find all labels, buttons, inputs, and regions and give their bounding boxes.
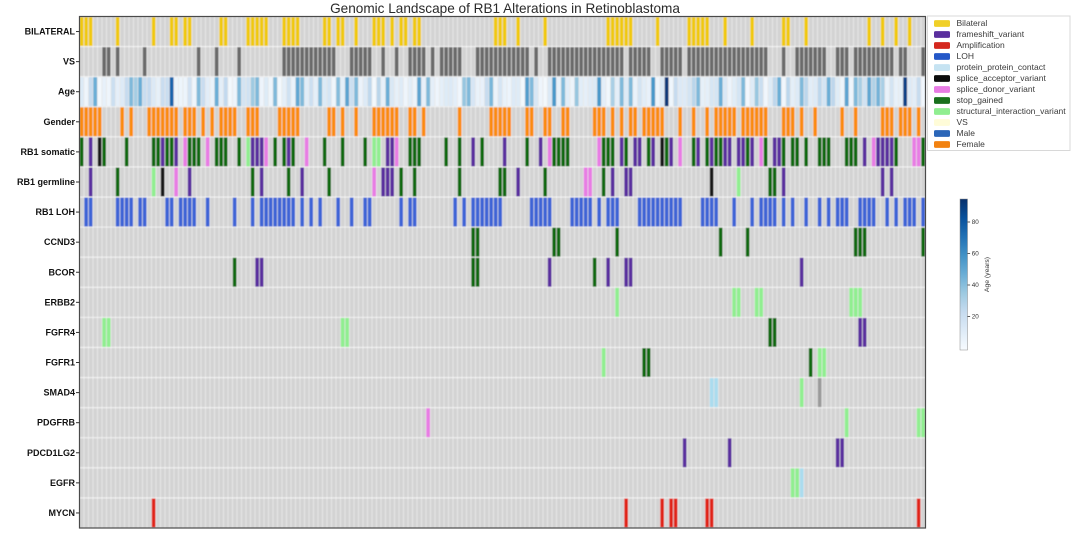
svg-text:Age: Age <box>58 87 75 97</box>
svg-text:VS: VS <box>957 117 969 127</box>
svg-text:BCOR: BCOR <box>49 267 76 277</box>
svg-text:LOH: LOH <box>957 51 974 61</box>
svg-text:frameshift_variant: frameshift_variant <box>957 29 1025 39</box>
svg-text:FGFR4: FGFR4 <box>45 327 75 337</box>
svg-text:CCND3: CCND3 <box>44 237 75 247</box>
svg-text:Amplification: Amplification <box>957 40 1005 50</box>
svg-text:Genomic Landscape of RB1 Alter: Genomic Landscape of RB1 Alterations in … <box>330 1 680 16</box>
svg-text:Age (years): Age (years) <box>984 257 991 292</box>
svg-text:protein_protein_contact: protein_protein_contact <box>957 62 1046 72</box>
svg-text:VS: VS <box>63 57 75 67</box>
svg-text:splice_acceptor_variant: splice_acceptor_variant <box>957 73 1047 83</box>
svg-text:MYCN: MYCN <box>49 508 76 518</box>
svg-text:BILATERAL: BILATERAL <box>25 27 76 37</box>
svg-text:structural_interaction_variant: structural_interaction_variant <box>957 106 1067 116</box>
svg-text:stop_gained: stop_gained <box>957 95 1004 105</box>
svg-text:Female: Female <box>957 139 986 149</box>
svg-text:RB1 germline: RB1 germline <box>17 177 75 187</box>
svg-text:EGFR: EGFR <box>50 478 76 488</box>
svg-text:60: 60 <box>972 251 980 258</box>
svg-text:RB1 somatic: RB1 somatic <box>20 147 75 157</box>
svg-text:40: 40 <box>972 282 980 289</box>
svg-text:PDGFRB: PDGFRB <box>37 418 76 428</box>
svg-text:FGFR1: FGFR1 <box>45 358 75 368</box>
svg-text:RB1 LOH: RB1 LOH <box>35 207 75 217</box>
svg-text:Gender: Gender <box>43 117 75 127</box>
svg-text:Male: Male <box>957 128 976 138</box>
svg-text:Bilateral: Bilateral <box>957 18 988 28</box>
svg-text:SMAD4: SMAD4 <box>43 388 75 398</box>
svg-text:20: 20 <box>972 314 980 321</box>
svg-text:PDCD1LG2: PDCD1LG2 <box>27 448 75 458</box>
svg-text:80: 80 <box>972 219 980 226</box>
svg-text:ERBB2: ERBB2 <box>44 297 75 307</box>
svg-text:splice_donor_variant: splice_donor_variant <box>957 84 1036 94</box>
